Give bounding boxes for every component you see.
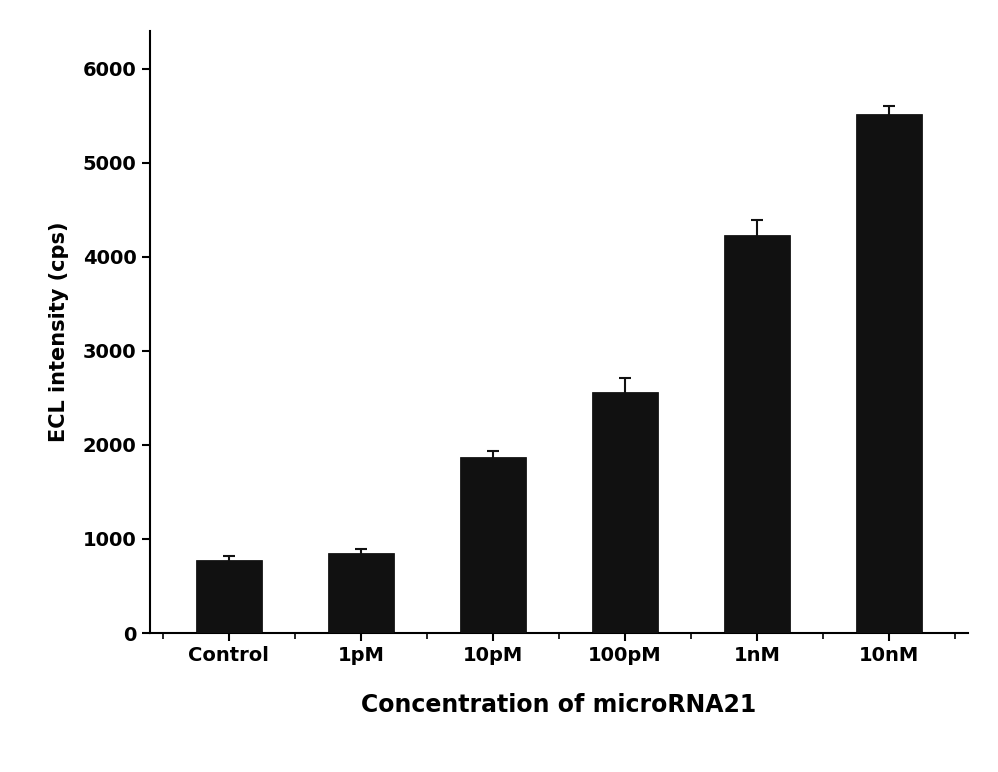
Bar (460, 457, 526, 633)
Bar (196, 560, 261, 633)
Bar (856, 113, 922, 633)
Bar (724, 235, 789, 633)
Bar (328, 553, 394, 633)
Y-axis label: ECL intensity (cps): ECL intensity (cps) (49, 222, 69, 442)
Bar (592, 392, 658, 633)
X-axis label: Concentration of microRNA21: Concentration of microRNA21 (361, 693, 756, 717)
